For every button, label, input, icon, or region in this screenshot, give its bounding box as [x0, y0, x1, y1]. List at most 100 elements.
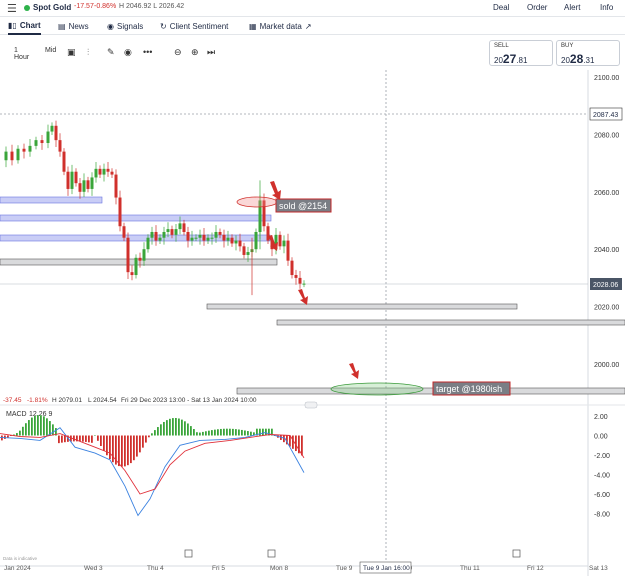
calendar-event-icon[interactable]: [267, 549, 276, 558]
draw-tool-icon[interactable]: ✎: [107, 47, 115, 57]
candle-body: [282, 240, 286, 247]
tab-news[interactable]: ▤ News: [58, 17, 89, 35]
histogram-bar: [46, 418, 48, 436]
candle-body: [214, 231, 218, 238]
target-zone-3: [236, 387, 625, 395]
candle-body: [82, 180, 86, 192]
candle-body: [78, 183, 82, 192]
interval-selector[interactable]: 1 Hour: [14, 47, 30, 61]
hamburger-menu-icon[interactable]: ☰: [7, 3, 17, 15]
market-open-indicator: [24, 5, 30, 11]
histogram-bar: [142, 435, 144, 448]
candle-body: [62, 151, 66, 172]
histogram-bar: [202, 431, 204, 436]
histogram-bar: [169, 418, 171, 436]
histogram-bar: [91, 435, 93, 443]
histogram-bar: [292, 435, 294, 449]
pane-resize-handle[interactable]: [304, 401, 318, 409]
macd-tick-label: -6.00: [594, 492, 610, 499]
histogram-bar: [118, 435, 120, 467]
buy-price-button[interactable]: BUY 2028.31: [556, 40, 620, 66]
sell-price-suffix: .81: [516, 56, 528, 65]
histogram-bar: [199, 432, 201, 436]
indicators-icon[interactable]: ⫶: [87, 47, 90, 57]
ohlc-high: H 2079.01: [52, 397, 82, 404]
candle-body: [210, 237, 214, 239]
histogram-bar: [28, 420, 30, 436]
candle-body: [142, 249, 146, 261]
histogram-bar: [94, 435, 96, 436]
target-ellipse: [330, 382, 424, 396]
candle-body: [222, 234, 226, 241]
histogram-bar: [130, 435, 132, 464]
info-link[interactable]: Info: [600, 3, 614, 12]
price-tick-label: 2000.00: [594, 362, 619, 369]
histogram-bar: [76, 435, 78, 442]
histogram-bar: [220, 428, 222, 436]
candle-body: [238, 240, 242, 247]
candle-body: [114, 174, 118, 198]
histogram-bar: [247, 431, 249, 436]
tab-signals[interactable]: ◉ Signals: [107, 17, 143, 35]
histogram-bar: [250, 431, 252, 436]
candle-body: [226, 237, 230, 241]
histogram-bar: [235, 429, 237, 436]
candle-body: [122, 226, 126, 238]
calendar-event-icon[interactable]: [512, 549, 521, 558]
alert-link[interactable]: Alert: [564, 3, 581, 12]
tab-signals-label: Signals: [116, 21, 144, 31]
candle-body: [166, 229, 170, 232]
chart-type-icon[interactable]: ▣: [67, 47, 76, 57]
calendar-event-icon[interactable]: [184, 549, 193, 558]
candle-body: [178, 223, 182, 230]
sell-price-button[interactable]: SELL 2027.81: [489, 40, 553, 66]
candle-body: [202, 234, 206, 241]
more-options-icon[interactable]: •••: [143, 47, 153, 57]
candle-body: [102, 168, 106, 175]
histogram-bar: [34, 415, 36, 436]
top-bar: ☰ Spot Gold -17.57 -0.86% H 2046.92 L 20…: [0, 0, 625, 17]
histogram-bar: [139, 435, 141, 453]
instrument-name: Spot Gold: [33, 3, 72, 12]
candle-body: [230, 237, 234, 244]
histogram-bar: [229, 428, 231, 436]
histogram-bar: [58, 435, 60, 444]
tab-market-data[interactable]: ▦ Market data ↗: [249, 17, 312, 35]
candle-body: [198, 234, 202, 238]
order-link[interactable]: Order: [527, 3, 548, 12]
histogram-bar: [106, 435, 108, 456]
candle-body: [286, 240, 290, 261]
sentiment-icon: ↻: [160, 21, 167, 31]
histogram-bar: [208, 430, 210, 436]
candle-body: [138, 257, 142, 261]
visibility-icon[interactable]: ◉: [124, 47, 132, 57]
tab-client-sentiment[interactable]: ↻ Client Sentiment: [160, 17, 228, 35]
candle-body: [98, 168, 102, 175]
sold-annotation-box: [275, 198, 332, 213]
price-type-selector[interactable]: Mid: [45, 47, 57, 54]
histogram-bar: [241, 429, 243, 436]
tab-client-sentiment-label: Client Sentiment: [169, 21, 229, 31]
histogram-bar: [121, 435, 123, 467]
deal-link[interactable]: Deal: [493, 3, 510, 12]
histogram-bar: [268, 428, 270, 436]
histogram-bar: [37, 415, 39, 436]
candle-body: [190, 237, 194, 241]
histogram-bar: [262, 428, 264, 436]
histogram-bar: [238, 429, 240, 436]
candle-body: [58, 140, 62, 152]
candle-body: [266, 226, 270, 241]
zoom-out-icon[interactable]: ⊖: [174, 47, 182, 57]
play-forward-icon[interactable]: ⏭: [207, 47, 216, 57]
down-arrow-4: [349, 363, 359, 379]
tab-chart[interactable]: ▮▯ Chart: [8, 17, 41, 35]
macd-tick-label: -2.00: [594, 453, 610, 460]
candle-body: [74, 171, 78, 184]
down-arrows: [268, 181, 359, 379]
price-chart[interactable]: 2100.00 2080.00 2060.00 2040.00 2020.00 2000.…: [0, 70, 625, 576]
zoom-in-icon[interactable]: ⊕: [191, 47, 199, 57]
ohlc-info: -37.45 -1.81% H 2079.01 L 2024.54 Fri 29…: [3, 397, 257, 404]
histogram-bar: [115, 435, 117, 465]
histogram-bar: [298, 435, 300, 454]
time-tick-label: Tue 9: [336, 565, 353, 572]
